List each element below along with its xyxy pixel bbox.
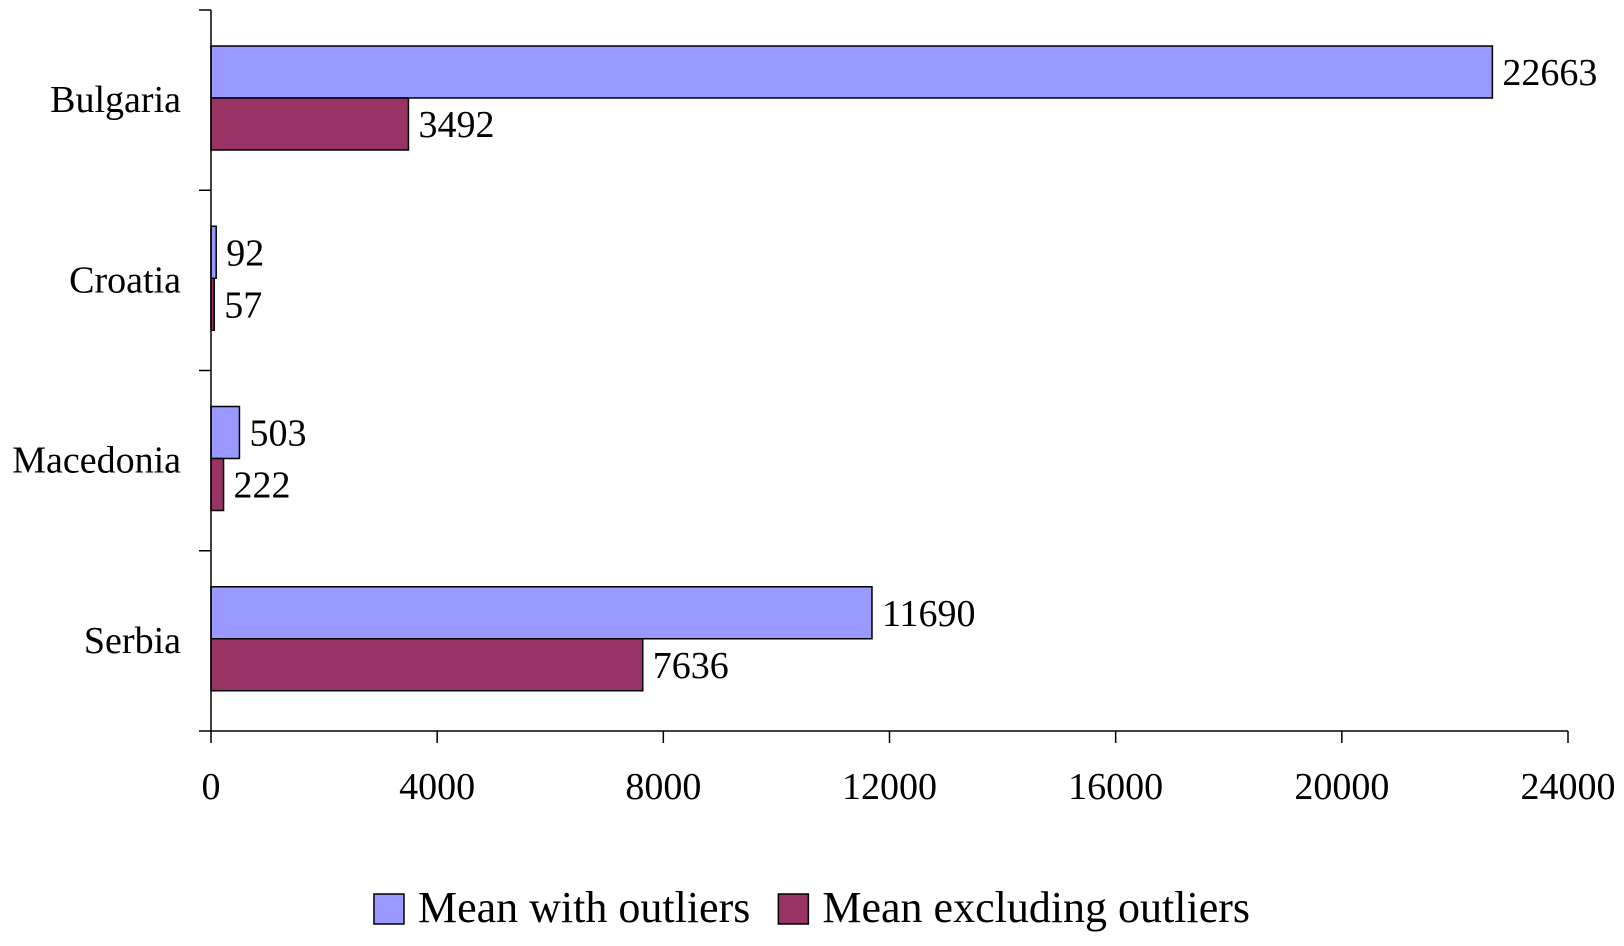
data-label: 92 xyxy=(226,232,264,274)
category-label: Croatia xyxy=(69,259,181,301)
data-label: 3492 xyxy=(418,104,494,146)
x-tick-label: 8000 xyxy=(625,766,701,808)
data-label: 11690 xyxy=(882,593,976,635)
bar-excluding-outliers xyxy=(210,457,225,512)
category-label: Macedonia xyxy=(12,440,181,482)
legend-label: Mean excluding outliers xyxy=(822,883,1250,932)
x-tick-label: 24000 xyxy=(1521,766,1616,808)
legend-swatch-with-outliers xyxy=(373,893,405,925)
data-label: 22663 xyxy=(1502,52,1597,94)
legend-label: Mean with outliers xyxy=(418,883,750,932)
bar-excluding-outliers xyxy=(210,638,644,692)
data-label: 57 xyxy=(224,284,262,326)
bars-layer xyxy=(210,45,1494,692)
x-tick-label: 4000 xyxy=(399,766,475,808)
bar-with-outliers xyxy=(210,586,873,640)
x-tick-label: 0 xyxy=(202,766,221,808)
bar-with-outliers xyxy=(210,225,217,279)
labels-layer: 0 4000 8000 12000 16000 20000 24000 Bulgaria 226… xyxy=(12,52,1615,808)
bar-excluding-outliers xyxy=(210,97,410,151)
x-tick-label: 20000 xyxy=(1294,766,1389,808)
bar-with-outliers xyxy=(210,45,1494,99)
category-label: Bulgaria xyxy=(50,79,181,121)
x-tick-label: 16000 xyxy=(1068,766,1163,808)
data-label: 503 xyxy=(249,413,306,455)
x-tick-label: 12000 xyxy=(842,766,937,808)
bar-with-outliers xyxy=(210,405,241,460)
legend: Mean with outliers Mean excluding outlier… xyxy=(373,883,1250,932)
data-label: 222 xyxy=(234,465,291,507)
legend-swatch-excluding-outliers xyxy=(777,893,810,925)
ticks-layer xyxy=(199,9,1569,743)
data-label: 7636 xyxy=(653,645,729,687)
category-label: Serbia xyxy=(84,620,181,662)
